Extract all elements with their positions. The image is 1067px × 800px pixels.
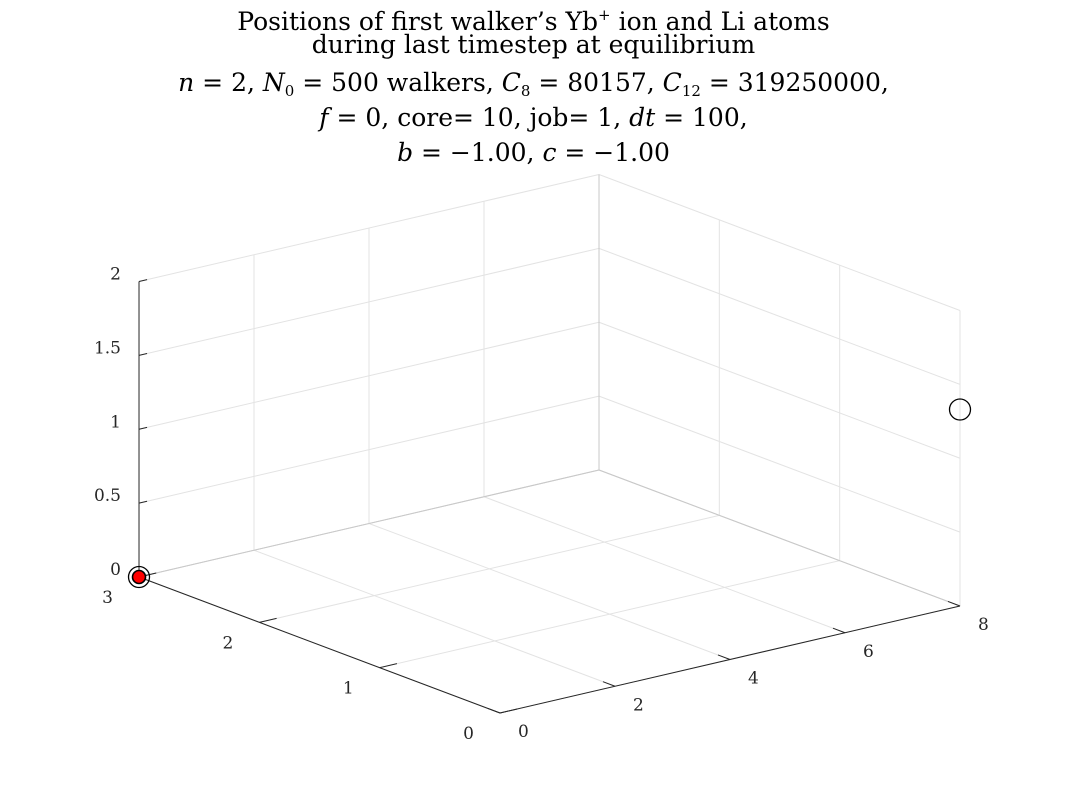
title-fragment: = 0, core= 10, job= 1, (328, 103, 630, 132)
title-fragment: c (542, 138, 557, 167)
grid-line (253, 549, 616, 687)
title-fragment: = 80157, (530, 68, 663, 97)
box-edge (598, 469, 961, 607)
title-fragment: f (319, 103, 329, 132)
x-tick (717, 654, 731, 660)
title-fragment: ion and Li atoms (610, 7, 830, 36)
grid-line (598, 247, 961, 385)
y-tick-label: 0 (463, 724, 474, 744)
grid-line (368, 523, 731, 660)
y-tick-label: 1 (343, 679, 354, 699)
z-tick-label: 0 (110, 560, 121, 580)
grid-line (138, 174, 600, 282)
title-fragment: 0 (284, 82, 295, 100)
x-tick-label: 2 (633, 695, 644, 715)
grid-line (483, 496, 846, 634)
title-fragment: b (397, 138, 414, 167)
grid-line (598, 174, 961, 311)
z-tick (138, 500, 148, 504)
y-tick-label: 3 (102, 588, 113, 608)
z-tick (138, 279, 148, 282)
data-point-open (127, 565, 151, 589)
title-fragment: = −1.00, (413, 138, 543, 167)
z-tick-label: 1 (110, 412, 121, 432)
grid-line (138, 247, 600, 356)
z-tick-label: 0.5 (94, 486, 121, 506)
x-tick-label: 6 (863, 642, 874, 662)
title-line: f = 0, core= 10, job= 1, dt = 100, (0, 103, 1067, 133)
grid-line (259, 514, 720, 623)
x-tick (602, 681, 616, 687)
z-tick-label: 1.5 (94, 338, 121, 358)
title-fragment: + (598, 6, 611, 24)
title-fragment: during last timestep at equilibrium (311, 30, 756, 59)
grid-line (138, 321, 600, 430)
title-fragment: = −1.00 (556, 138, 670, 167)
grid-line (598, 395, 961, 533)
z-tick (138, 426, 148, 430)
title-fragment: n (178, 68, 195, 97)
y-tick-label: 2 (223, 633, 234, 653)
title-fragment: dt (629, 103, 656, 132)
x-tick-label: 8 (978, 615, 989, 635)
title-line: Positions of first walker’s Yb+ ion and … (0, 0, 1067, 37)
title-fragment: Positions of first walker’s Yb (237, 7, 599, 36)
x-tick (947, 600, 961, 607)
box-edge (138, 469, 600, 578)
z-tick (138, 353, 148, 356)
title-fragment: N (262, 68, 285, 97)
y-axis (138, 576, 501, 714)
data-point-open (948, 398, 972, 421)
y-tick (499, 708, 518, 714)
title-fragment: = 2, (194, 68, 263, 97)
y-tick (259, 617, 277, 623)
x-tick-label: 4 (748, 669, 759, 689)
title-fragment: = 319250000, (700, 68, 889, 97)
title-line: b = −1.00, c = −1.00 (0, 138, 1067, 168)
title-fragment: = 100, (655, 103, 748, 132)
grid-line (379, 560, 840, 669)
data-point-filled (131, 569, 147, 585)
grid-line (138, 395, 600, 504)
x-tick (487, 707, 501, 714)
x-tick-label: 0 (518, 722, 529, 742)
title-fragment: C (662, 68, 682, 97)
title-fragment: C (501, 68, 521, 97)
grid-line (598, 321, 961, 459)
title-fragment: 12 (681, 82, 701, 100)
title-fragment: 8 (520, 82, 531, 100)
y-tick (379, 663, 398, 669)
z-tick-label: 2 (110, 265, 121, 285)
title-line: during last timestep at equilibrium (0, 30, 1067, 60)
title-fragment: = 500 walkers, (294, 68, 502, 97)
x-tick (832, 627, 846, 634)
title-line: n = 2, N0 = 500 walkers, C8 = 80157, C12… (0, 68, 1067, 106)
